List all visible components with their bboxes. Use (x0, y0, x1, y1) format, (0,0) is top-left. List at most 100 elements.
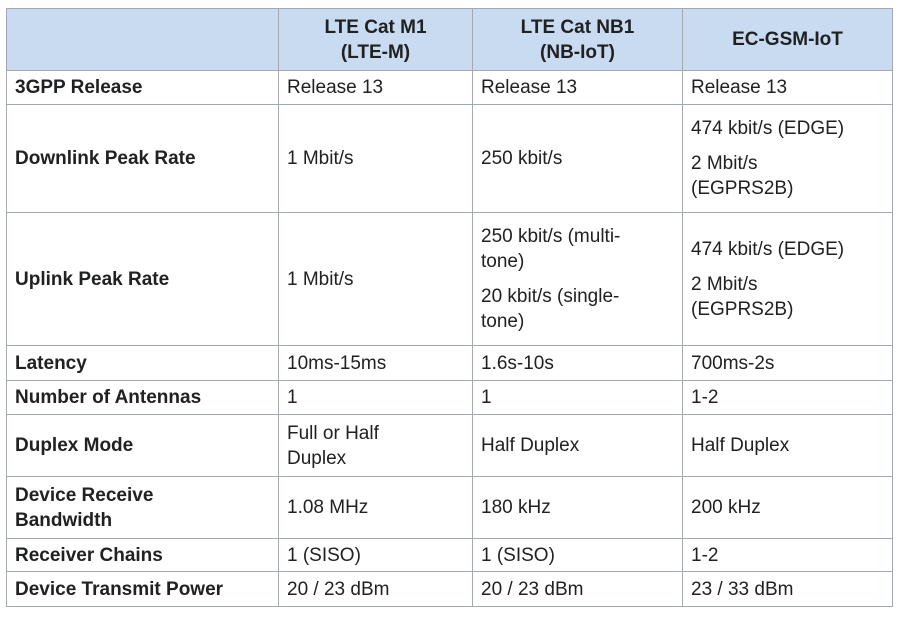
table-cell: Release 13 (682, 70, 893, 105)
table-cell: 1.08 MHz (278, 476, 473, 539)
cell-text: 1.6s-10s (481, 352, 554, 374)
cell-paragraph: 700ms-2s (691, 351, 884, 376)
cell-text: 1 (SISO) (287, 544, 361, 566)
cell-text: Half Duplex (481, 435, 580, 456)
label-text: Downlink Peak Rate (15, 148, 196, 169)
cell-paragraph: 20 kbit/s (single-tone) (481, 284, 674, 334)
table-row: Latency 10ms-15ms 1.6s-10s 700ms-2s (6, 345, 893, 381)
cell-paragraph: 1 Mbit/s (287, 146, 464, 171)
table-cell: Release 13 (278, 70, 473, 105)
cell-text: 10ms-15ms (287, 352, 387, 374)
table-cell: Half Duplex (472, 414, 683, 477)
table-cell: 250 kbit/s (472, 104, 683, 213)
cell-paragraph: 1.08 MHz (287, 495, 464, 520)
cell-paragraph: Half Duplex (481, 433, 674, 458)
table-row: Device Receive Bandwidth 1.08 MHz 180 kHz 20… (6, 476, 893, 539)
table-row: Downlink Peak Rate 1 Mbit/s 250 kbit/s 474 … (6, 104, 893, 213)
cell-paragraph: 1-2 (691, 385, 884, 410)
table-cell: Full or Half Duplex (278, 414, 473, 477)
table-cell: Half Duplex (682, 414, 893, 477)
cell-paragraph: 1 Mbit/s (287, 267, 464, 292)
table-cell: 20 / 23 dBm (278, 571, 473, 607)
table-cell: 474 kbit/s (EDGE) 2 Mbit/s (EGPRS2B) (682, 212, 893, 346)
cell-text: 474 kbit/s (EDGE) (691, 238, 845, 260)
cell-paragraph: 1-2 (691, 543, 884, 568)
header-text: LTE Cat NB1 (520, 16, 635, 38)
cell-paragraph: 2 Mbit/s (EGPRS2B) (691, 151, 884, 201)
header-text: LTE Cat M1 (324, 16, 427, 38)
cell-paragraph: Full or Half Duplex (287, 421, 464, 471)
cell-text: 474 kbit/s (EDGE) (691, 118, 845, 139)
cell-paragraph: 200 kHz (691, 495, 884, 520)
table-cell: 180 kHz (472, 476, 683, 539)
cell-paragraph: 1 (SISO) (481, 543, 674, 568)
cell-text: 700ms-2s (691, 352, 775, 374)
cell-text: tone) (481, 311, 525, 332)
cell-paragraph: 2 Mbit/s (EGPRS2B) (691, 272, 884, 322)
row-label: Receiver Chains (6, 538, 279, 572)
label-text: Duplex Mode (15, 435, 134, 456)
cell-text: 20 kbit/s (single- (481, 286, 620, 307)
table-cell: 23 / 33 dBm (682, 571, 893, 607)
cell-text: 200 kHz (691, 497, 761, 518)
cell-text: (EGPRS2B) (691, 298, 794, 320)
cell-text: tone) (481, 251, 525, 272)
cell-text: 1 Mbit/s (287, 268, 354, 290)
cell-text: 1 (481, 387, 492, 408)
cell-text: 1 (287, 387, 298, 408)
cell-text: 180 kHz (481, 497, 551, 518)
table-cell: 1.6s-10s (472, 345, 683, 381)
comparison-table: LTE Cat M1 (LTE-M) LTE Cat NB1 (NB-IoT) EC-G… (6, 8, 893, 607)
cell-paragraph: 250 kbit/s (481, 146, 674, 171)
table-cell: Release 13 (472, 70, 683, 105)
table-cell: 1-2 (682, 380, 893, 415)
cell-text: 20 / 23 dBm (481, 578, 584, 600)
cell-text: 23 / 33 dBm (691, 578, 794, 600)
cell-paragraph: 10ms-15ms (287, 351, 464, 376)
table-cell: 1 (SISO) (472, 538, 683, 572)
cell-text: 2 Mbit/s (691, 153, 758, 174)
cell-paragraph: Half Duplex (691, 433, 884, 458)
label-text: Device Transmit Power (15, 578, 224, 600)
cell-text: 1 Mbit/s (287, 148, 354, 169)
cell-text: 250 kbit/s (481, 148, 563, 169)
table-cell: 200 kHz (682, 476, 893, 539)
cell-paragraph: 180 kHz (481, 495, 674, 520)
row-label: Number of Antennas (6, 380, 279, 415)
row-label: Duplex Mode (6, 414, 279, 477)
row-label: Uplink Peak Rate (6, 212, 279, 346)
table-row: Uplink Peak Rate 1 Mbit/s 250 kbit/s (mult… (6, 212, 893, 346)
table-row: Device Transmit Power 20 / 23 dBm 20 / 23 … (6, 571, 893, 607)
table-cell: 1 (472, 380, 683, 415)
label-text: 3GPP Release (15, 77, 143, 98)
table-row: Receiver Chains 1 (SISO) 1 (SISO) 1-2 (6, 538, 893, 572)
header-row: LTE Cat M1 (LTE-M) LTE Cat NB1 (NB-IoT) EC-G… (6, 8, 893, 71)
label-text: Device Receive (15, 484, 154, 506)
cell-paragraph: 474 kbit/s (EDGE) (691, 116, 884, 141)
table-cell: 1-2 (682, 538, 893, 572)
header-text: (NB-IoT) (540, 41, 615, 63)
cell-paragraph: Release 13 (691, 75, 884, 100)
header-text: (LTE-M) (340, 41, 411, 63)
table-cell: 1 (SISO) (278, 538, 473, 572)
label-text: Number of Antennas (15, 387, 202, 408)
cell-text: 2 Mbit/s (691, 273, 758, 295)
row-label: Downlink Peak Rate (6, 104, 279, 213)
cell-paragraph: 1.6s-10s (481, 351, 674, 376)
cell-text: 250 kbit/s (multi- (481, 226, 621, 247)
row-label: 3GPP Release (6, 70, 279, 105)
cell-text: 1-2 (691, 387, 719, 408)
row-label: Device Receive Bandwidth (6, 476, 279, 539)
header-cell: LTE Cat NB1 (NB-IoT) (472, 8, 683, 71)
cell-text: Full or Half (287, 422, 379, 444)
cell-text: 1.08 MHz (287, 497, 369, 518)
table-cell: 1 Mbit/s (278, 212, 473, 346)
table-row: 3GPP Release Release 13 Release 13 Release … (6, 70, 893, 105)
label-text: Latency (15, 352, 87, 374)
cell-paragraph: Release 13 (481, 75, 674, 100)
cell-paragraph: 1 (287, 385, 464, 410)
header-cell: EC-GSM-IoT (682, 8, 893, 71)
table-row: Duplex Mode Full or Half Duplex Half Duplex… (6, 414, 893, 477)
cell-text: 20 / 23 dBm (287, 578, 390, 600)
